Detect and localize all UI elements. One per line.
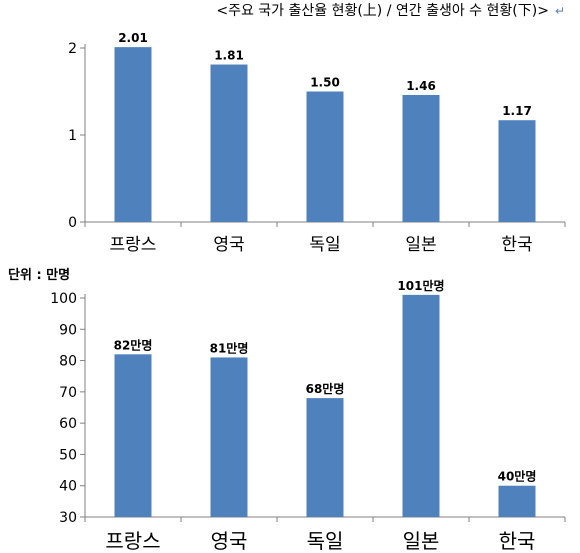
unit-label: 단위 : 만명 — [8, 267, 70, 283]
x-tick-label: 프랑스 — [105, 529, 160, 553]
x-tick-label: 프랑스 — [110, 235, 157, 255]
bar — [210, 64, 248, 222]
x-tick-label: 영국 — [213, 235, 244, 255]
y-tick-label: 70 — [59, 385, 77, 401]
y-tick-label: 2 — [68, 41, 77, 57]
page-title-text: <주요 국가 출산율 현황(上) / 연간 출생아 수 현황(下)> — [216, 3, 549, 19]
x-tick-label: 독일 — [307, 529, 344, 553]
bar — [210, 357, 248, 517]
data-label: 2.01 — [118, 31, 148, 45]
y-tick-label: 40 — [59, 479, 77, 495]
x-tick-label: 한국 — [501, 235, 532, 255]
data-label: 81만명 — [210, 340, 249, 355]
bar — [402, 94, 440, 222]
data-label: 1.81 — [214, 49, 244, 63]
x-tick-label: 한국 — [499, 529, 536, 553]
return-mark: ↵ — [554, 4, 565, 18]
y-tick-label: 60 — [59, 416, 77, 432]
y-tick-label: 50 — [59, 447, 77, 463]
bar — [114, 47, 152, 222]
y-tick-label: 90 — [59, 322, 77, 338]
x-tick-label: 일본 — [403, 529, 440, 553]
bar — [114, 354, 152, 517]
page-title: <주요 국가 출산율 현황(上) / 연간 출생아 수 현황(下)> ↵ — [0, 0, 565, 22]
data-label: 68만명 — [306, 381, 345, 396]
x-tick-label: 영국 — [211, 529, 248, 553]
data-label: 1.17 — [502, 104, 532, 118]
bar — [306, 91, 344, 222]
bar — [498, 120, 536, 222]
y-tick-label: 30 — [59, 510, 77, 526]
data-label: 101만명 — [397, 278, 444, 293]
x-tick-label: 일본 — [405, 235, 436, 255]
birth-rate-chart: 0 1 2 2.01 프랑스 1.81 영국 1.50 독일 1.46 일본 1.17 한국 — [68, 31, 566, 255]
y-tick-label: 1 — [68, 128, 77, 144]
bar — [402, 294, 440, 517]
data-label: 82만명 — [114, 337, 153, 352]
y-tick-label: 80 — [59, 354, 77, 370]
y-tick-label: 0 — [68, 215, 77, 231]
bar — [498, 485, 536, 517]
data-label: 40만명 — [498, 469, 537, 484]
data-label: 1.46 — [406, 79, 436, 93]
bar — [306, 398, 344, 517]
x-tick-label: 독일 — [309, 235, 340, 255]
data-label: 1.50 — [310, 76, 340, 90]
y-tick-label: 100 — [50, 291, 77, 307]
